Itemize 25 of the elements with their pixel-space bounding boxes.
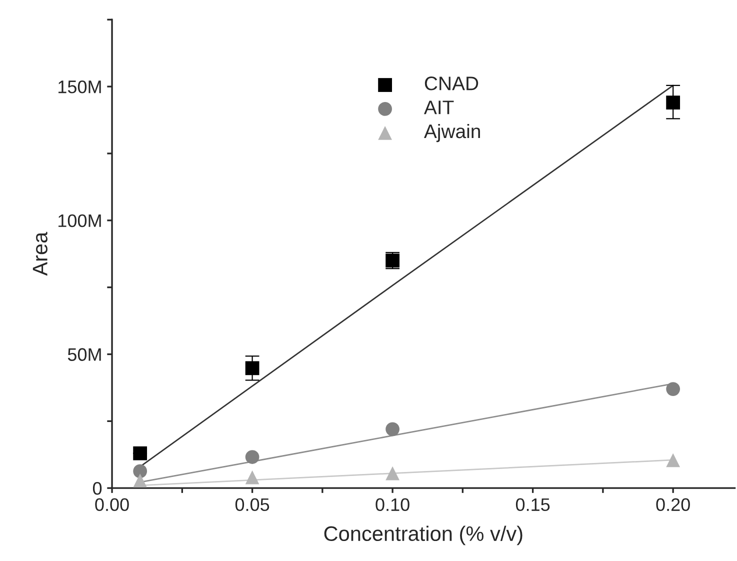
point — [133, 446, 148, 460]
y-tick-label: 0 — [92, 482, 102, 495]
point — [133, 464, 148, 478]
point — [133, 474, 148, 488]
x-tick-label: 0.15 — [516, 498, 550, 512]
y-axis-title: Area — [32, 232, 48, 276]
legend-label: AIT — [424, 100, 454, 114]
x-tick-label: 0.10 — [376, 498, 410, 512]
x-tick-label: 0.00 — [95, 498, 129, 512]
x-tick-label: 0.05 — [235, 498, 270, 512]
x-axis-title: Concentration (% v/v) — [324, 526, 522, 546]
point — [666, 382, 680, 396]
legend-label: CNAD — [424, 76, 478, 90]
y-tick-label: 50M — [68, 348, 101, 361]
point — [386, 422, 400, 436]
point — [245, 470, 260, 484]
x-tick-label: 0.20 — [656, 498, 690, 512]
legend-label: Ajwain — [424, 124, 480, 142]
point — [666, 96, 680, 110]
point — [666, 453, 680, 468]
point — [245, 361, 260, 376]
point — [386, 466, 400, 480]
point — [245, 450, 260, 464]
y-tick-label: 100M — [58, 214, 101, 228]
y-tick-label: 150M — [58, 80, 101, 94]
